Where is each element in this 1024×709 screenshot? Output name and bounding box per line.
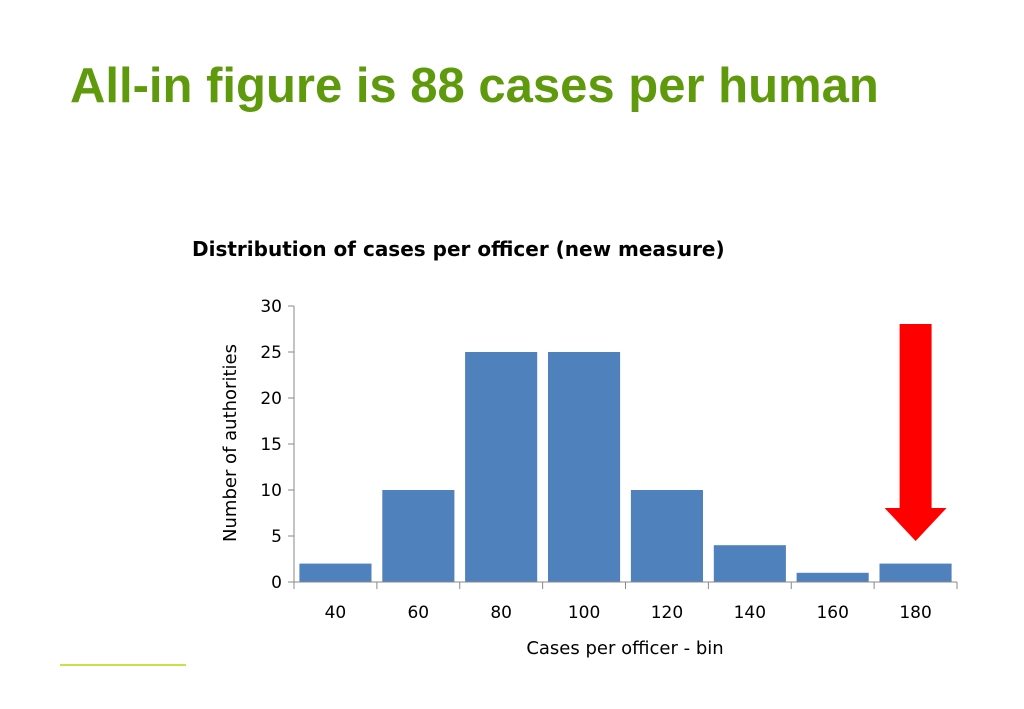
x-tick-label-160: 160	[816, 603, 848, 623]
down-arrow-icon	[884, 324, 947, 541]
x-tick-label-140: 140	[734, 603, 766, 623]
bar-140	[713, 545, 786, 582]
bar-120	[630, 490, 703, 582]
bar-60	[382, 490, 455, 582]
bar-40	[299, 563, 372, 582]
y-tick-label-10: 10	[260, 481, 282, 501]
slide-title: All-in figure is 88 cases per human	[70, 59, 879, 113]
bar-180	[879, 563, 952, 582]
y-tick-label-25: 25	[260, 343, 282, 363]
bar-100	[548, 352, 621, 582]
y-axis-label: Number of authorities	[220, 344, 241, 542]
x-tick-label-40: 40	[325, 603, 347, 623]
bar-160	[796, 572, 869, 582]
y-tick-label-5: 5	[271, 527, 282, 547]
x-tick-label-60: 60	[407, 603, 429, 623]
bar-80	[465, 352, 538, 582]
y-tick-label-20: 20	[260, 389, 282, 409]
chart-title: Distribution of cases per officer (new m…	[192, 237, 725, 261]
x-tick-label-180: 180	[899, 603, 931, 623]
footer-rule	[60, 664, 186, 666]
x-tick-label-80: 80	[490, 603, 512, 623]
y-tick-label-15: 15	[260, 435, 282, 455]
x-tick-label-100: 100	[568, 603, 600, 623]
x-tick-label-120: 120	[651, 603, 683, 623]
x-axis-label: Cases per officer - bin	[526, 638, 723, 659]
y-tick-label-0: 0	[271, 573, 282, 593]
y-tick-label-30: 30	[260, 297, 282, 317]
